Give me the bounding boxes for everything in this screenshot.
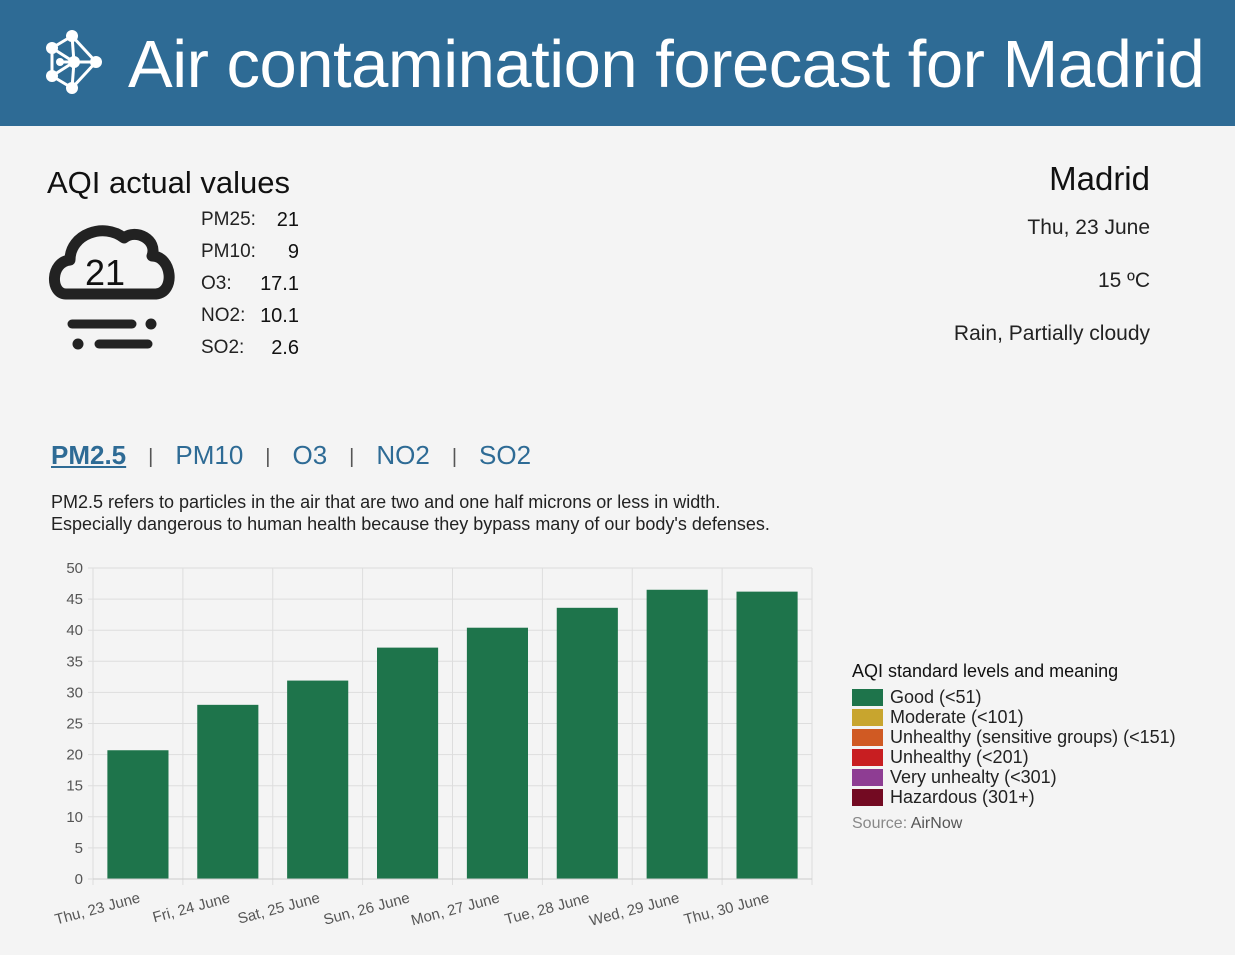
x-tick-label: Sat, 25 June — [236, 889, 322, 927]
pollutant-value: 10.1 — [260, 305, 299, 327]
pollutant-value: 9 — [287, 241, 299, 263]
legend-label: Unhealthy (sensitive groups) (<151) — [890, 727, 1176, 747]
tab-separator: | — [148, 446, 154, 468]
cloud-rain-fog-icon — [49, 225, 175, 350]
y-tick-label: 45 — [66, 591, 83, 608]
pollutant-label: PM25: — [201, 209, 256, 230]
header-banner: Air contamination forecast for Madrid — [0, 0, 1235, 126]
neural-network-icon — [46, 30, 102, 94]
description-line-1: PM2.5 refers to particles in the air tha… — [51, 492, 721, 512]
bar — [556, 607, 618, 879]
pollutant-row-pm10: PM10: 9 — [201, 237, 311, 269]
aqi-legend: AQI standard levels and meaning Good (<5… — [852, 661, 1176, 833]
tab-no2[interactable]: NO2 — [376, 440, 430, 470]
y-tick-label: 50 — [66, 560, 83, 577]
tab-pm25[interactable]: PM2.5 — [51, 440, 127, 470]
source-label: Source: — [852, 815, 908, 832]
y-tick-label: 30 — [66, 684, 83, 701]
x-tick-label: Thu, 23 June — [53, 889, 142, 928]
legend-item-unhealthy: Unhealthy (<201) — [852, 747, 1118, 768]
aqi-value: 21 — [84, 252, 126, 293]
pollutant-label: PM10: — [201, 241, 256, 262]
tab-o3[interactable]: O3 — [292, 440, 328, 470]
forecast-bar-chart: 0 5 10 15 20 25 30 35 40 45 50 Thu, 23 June Fri, 24 … — [53, 560, 813, 930]
pollutant-label: O3: — [201, 273, 232, 294]
legend-item-good: Good (<51) — [852, 687, 1118, 708]
legend-swatch — [852, 729, 883, 746]
pollutant-label: NO2: — [201, 305, 246, 326]
pollutant-row-o3: O3: 17.1 — [201, 269, 311, 301]
x-tick-label: Tue, 28 June — [503, 889, 591, 928]
x-tick-label: Wed, 29 June — [588, 889, 682, 929]
description-line-2: Especially dangerous to human health bec… — [51, 514, 770, 534]
legend-label: Moderate (<101) — [890, 707, 1024, 727]
x-tick-label: Mon, 27 June — [409, 889, 501, 929]
legend-swatch — [852, 789, 883, 806]
pollutant-value: 2.6 — [271, 337, 299, 359]
pollutant-list: PM25: 21 PM10: 9 O3: 17.1 NO2: 10.1 SO2:… — [201, 205, 311, 365]
legend-swatch — [852, 689, 883, 706]
bar — [646, 589, 708, 879]
pollutant-row-pm25: PM25: 21 — [201, 205, 311, 237]
bar — [197, 704, 259, 879]
source-name: AirNow — [910, 815, 963, 832]
y-tick-label: 10 — [66, 809, 83, 826]
y-tick-label: 0 — [75, 871, 83, 888]
temperature: 15 ºC — [1097, 269, 1150, 292]
legend-item-very-unhealthy: Very unhealty (<301) — [852, 767, 1118, 788]
location-panel: Madrid Thu, 23 June 15 ºC Rain, Partiall… — [954, 160, 1150, 375]
weather-conditions: Rain, Partially cloudy — [953, 322, 1150, 345]
legend-label: Hazardous (301+) — [890, 787, 1035, 807]
city-name: Madrid — [1049, 160, 1150, 197]
y-tick-label: 20 — [66, 747, 83, 764]
tab-separator: | — [265, 446, 271, 468]
legend-label: Unhealthy (<201) — [890, 747, 1029, 767]
bar — [736, 591, 798, 879]
bar — [107, 750, 169, 879]
tab-separator: | — [451, 446, 458, 468]
legend-title: AQI standard levels and meaning — [852, 661, 1119, 681]
pollutant-tabs: PM2.5 | PM10 | O3 | NO2 | SO2 — [51, 440, 531, 471]
pollutant-row-so2: SO2: 2.6 — [201, 333, 311, 365]
legend-swatch — [852, 709, 883, 726]
source-credit: Source: AirNow — [852, 815, 1118, 833]
aqi-title: AQI actual values — [47, 165, 290, 200]
y-tick-label: 5 — [75, 840, 83, 857]
page-title: Air contamination forecast for Madrid — [128, 27, 1205, 102]
pollutant-label: SO2: — [201, 337, 245, 358]
current-date: Thu, 23 June — [1027, 216, 1150, 239]
y-tick-label: 25 — [66, 716, 83, 733]
pollutant-value: 21 — [276, 209, 299, 231]
tab-pm10[interactable]: PM10 — [175, 440, 244, 470]
legend-item-moderate: Moderate (<101) — [852, 707, 1118, 728]
bar — [287, 680, 349, 879]
legend-swatch — [852, 749, 883, 766]
bar — [466, 627, 528, 879]
bar — [377, 647, 439, 879]
y-tick-label: 15 — [66, 778, 83, 795]
pollutant-value: 17.1 — [260, 273, 299, 295]
legend-label: Very unhealty (<301) — [890, 767, 1057, 787]
pollutant-description: PM2.5 refers to particles in the air tha… — [51, 491, 770, 535]
legend-label: Good (<51) — [890, 687, 982, 707]
legend-item-unhealthy-sensitive: Unhealthy (sensitive groups) (<151) — [852, 727, 1176, 748]
y-tick-label: 35 — [66, 653, 83, 670]
x-tick-label: Thu, 30 June — [682, 889, 771, 928]
legend-swatch — [852, 769, 883, 786]
x-tick-label: Fri, 24 June — [151, 889, 232, 926]
tab-so2[interactable]: SO2 — [479, 440, 532, 470]
tab-separator: | — [349, 446, 355, 468]
x-tick-label: Sun, 26 June — [322, 889, 412, 928]
y-tick-label: 40 — [66, 622, 83, 639]
pollutant-row-no2: NO2: 10.1 — [201, 301, 311, 333]
legend-item-hazardous: Hazardous (301+) — [852, 787, 1118, 808]
